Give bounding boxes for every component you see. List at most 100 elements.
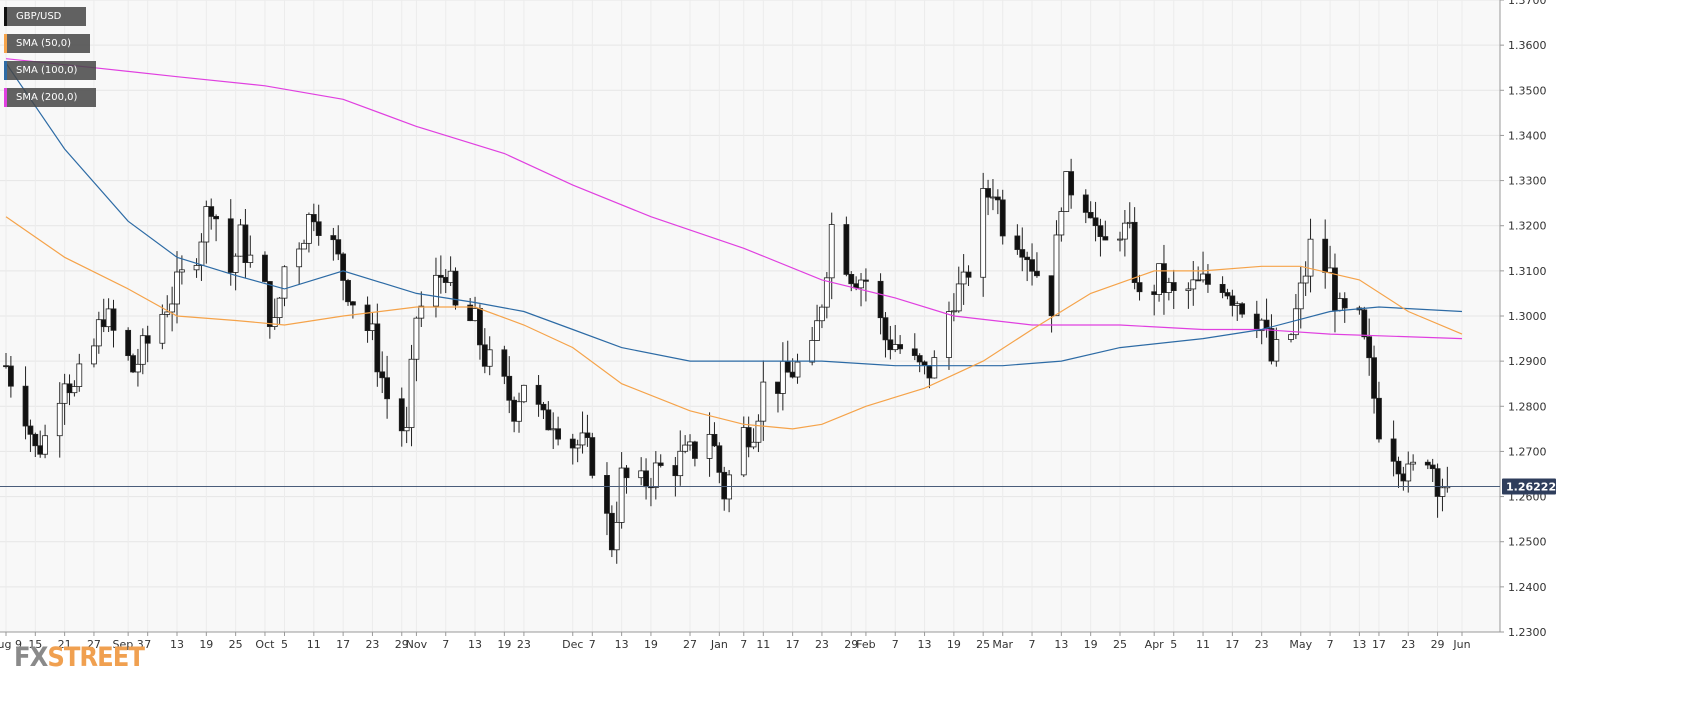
candle (349, 301, 356, 319)
candle-body (1087, 211, 1094, 219)
candle-body (22, 385, 29, 427)
x-tick-label: 15 (28, 638, 42, 651)
candle (809, 326, 816, 366)
y-tick-label: 1.3200 (1508, 220, 1547, 233)
candle (1307, 218, 1314, 293)
x-tick-label: 27 (683, 638, 697, 651)
candle-body (1424, 461, 1431, 466)
candle-body (618, 467, 625, 523)
y-tick-label: 1.3400 (1508, 129, 1547, 142)
candle (330, 227, 337, 261)
x-tick-label: 29 (1431, 638, 1445, 651)
candle (95, 311, 102, 354)
candle (408, 344, 415, 447)
candlestick-series (3, 158, 1451, 564)
x-tick-label: 13 (468, 638, 482, 651)
candle-body (7, 365, 14, 387)
candle (1068, 158, 1075, 209)
candle (130, 353, 136, 374)
y-tick-label: 1.2300 (1508, 626, 1547, 639)
chart-axes: 1.23001.24001.25001.26001.27001.28001.29… (0, 0, 1556, 651)
x-tick-label: 19 (199, 638, 213, 651)
candle (232, 253, 239, 291)
candle-body (281, 266, 288, 299)
candle (711, 422, 718, 447)
candle-body (130, 355, 136, 373)
candle-body (1068, 171, 1075, 196)
candle (994, 189, 1001, 215)
legend-symbol: GBP/USD (4, 7, 86, 26)
candle-body (755, 420, 762, 443)
candle-body (413, 317, 420, 360)
candle (398, 387, 405, 447)
candle-body (1190, 279, 1197, 290)
candle (91, 338, 97, 368)
candle-body (843, 224, 850, 275)
x-tick-label: 25 (1113, 638, 1127, 651)
y-tick-label: 1.2400 (1508, 581, 1547, 594)
x-tick-label: 11 (307, 638, 321, 651)
candle-body (486, 349, 493, 367)
candle-body (164, 311, 171, 315)
candle (652, 451, 659, 500)
candle-body (1024, 256, 1031, 261)
legend-sma-200: SMA (200,0) (4, 88, 96, 107)
candle (755, 414, 762, 453)
legend-sma-200-swatch (4, 88, 7, 107)
candle (1239, 302, 1246, 318)
candle-body (472, 308, 478, 322)
candle-body (672, 465, 679, 477)
x-tick-label: 19 (644, 638, 658, 651)
candle-body (1156, 263, 1162, 295)
candle (437, 255, 444, 294)
candle-body (1390, 438, 1397, 462)
candle (1102, 220, 1109, 241)
x-tick-label: 23 (365, 638, 379, 651)
candle (418, 291, 425, 327)
candle-body (1102, 236, 1109, 241)
candle-body (345, 280, 351, 303)
candle (692, 440, 698, 467)
candle-body (1332, 267, 1338, 311)
candle-body (1327, 267, 1333, 273)
candle-body (481, 344, 488, 367)
legend-sma-100: SMA (100,0) (4, 61, 96, 80)
candle-body (1273, 339, 1280, 362)
candle (1082, 189, 1089, 224)
candle (657, 454, 664, 468)
candle-body (897, 344, 904, 350)
candle-body (61, 383, 68, 404)
candle (1053, 220, 1060, 317)
candle-body (745, 427, 752, 448)
legend-sma-200-label: SMA (200,0) (16, 92, 78, 103)
y-tick-label: 1.2800 (1508, 400, 1547, 413)
x-tick-label: Mar (992, 638, 1013, 651)
candle (174, 251, 180, 324)
candle-body (198, 241, 205, 266)
candle-body (760, 381, 767, 422)
x-tick-label: Oct (255, 638, 275, 651)
sma-lines (5, 58, 1463, 430)
candle (882, 312, 889, 358)
candle-body (994, 196, 1001, 201)
candle-body (911, 348, 918, 356)
candle (677, 430, 684, 486)
candle (452, 267, 459, 310)
candle-body (501, 349, 508, 377)
candle-body (32, 433, 39, 447)
candle (403, 406, 410, 444)
x-tick-label: 13 (1352, 638, 1366, 651)
candle-body (174, 271, 180, 305)
x-tick-label: Nov (406, 638, 428, 651)
candle (76, 353, 83, 392)
candle-body (1239, 303, 1246, 315)
candle-body (516, 401, 522, 422)
candle (310, 203, 317, 232)
candle-body (858, 279, 864, 289)
x-tick-label: 13 (1054, 638, 1068, 651)
candle-body (521, 384, 527, 403)
candle-body (95, 319, 102, 347)
candle-body (398, 398, 405, 432)
candle (960, 254, 967, 305)
candle (916, 353, 923, 373)
